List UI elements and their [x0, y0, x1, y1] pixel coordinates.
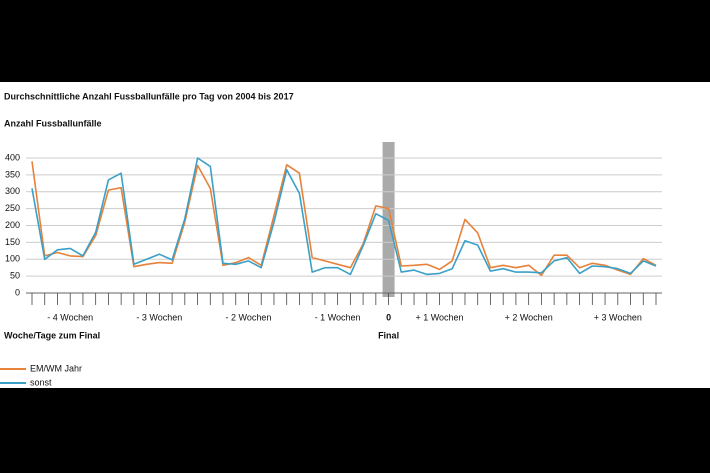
week-label: - 4 Wochen [47, 312, 93, 322]
legend-label: EM/WM Jahr [30, 363, 82, 373]
y-tick-label: 0 [15, 287, 20, 297]
y-tick-label: 400 [5, 152, 20, 162]
y-tick-label: 100 [5, 254, 20, 264]
y-tick-label: 150 [5, 237, 20, 247]
y-tick-label: 350 [5, 169, 20, 179]
chart-title: Durchschnittliche Anzahl Fussballunfälle… [4, 91, 294, 101]
bottom-bar [0, 388, 710, 473]
week-label: + 2 Wochen [505, 312, 553, 322]
y-tick-label: 300 [5, 186, 20, 196]
week-label: - 3 Wochen [136, 312, 182, 322]
legend-label: sonst [30, 377, 52, 387]
x-axis-label: Woche/Tage zum Final [4, 330, 100, 340]
week-label: - 1 Wochen [315, 312, 361, 322]
series-line [31, 161, 657, 277]
y-axis-label: Anzahl Fussballunfälle [4, 118, 102, 128]
content-area [0, 82, 710, 388]
final-label: Final [378, 330, 399, 340]
week-label: - 2 Wochen [226, 312, 272, 322]
y-tick-label: 50 [10, 271, 20, 281]
series-line [31, 157, 657, 276]
y-tick-label: 250 [5, 203, 20, 213]
week-label: + 1 Wochen [415, 312, 463, 322]
y-tick-label: 200 [5, 220, 20, 230]
x-tick-label: 0 [386, 312, 391, 322]
week-label: + 3 Wochen [594, 312, 642, 322]
top-bar [0, 0, 710, 82]
